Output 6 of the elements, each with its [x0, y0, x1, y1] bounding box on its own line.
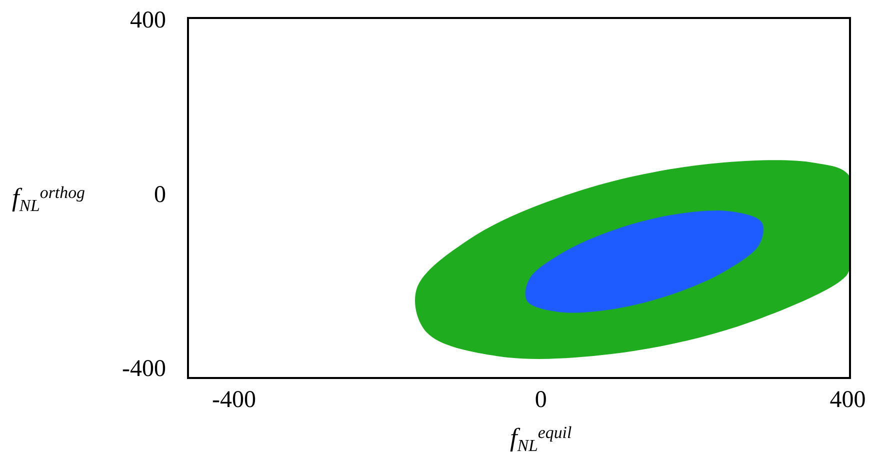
x-tick-label: -400 [212, 387, 256, 414]
x-tick-label: 0 [534, 387, 547, 414]
y-tick-label: 400 [130, 7, 166, 34]
x-tick-label: 400 [830, 387, 866, 414]
y-tick-label: 0 [154, 182, 166, 208]
y-tick-label: -400 [122, 356, 166, 382]
